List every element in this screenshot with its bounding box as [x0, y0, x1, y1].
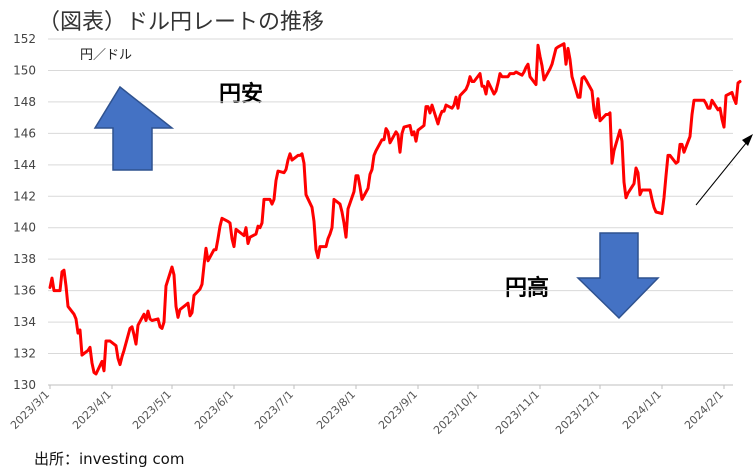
y-tick-label: 136: [13, 284, 36, 298]
y-tick-label: 132: [13, 347, 36, 361]
x-tick-label: 2023/6/1: [192, 388, 236, 432]
down-arrow-icon: [576, 232, 660, 320]
x-tick-label: 2023/8/1: [314, 388, 358, 432]
y-tick-label: 142: [13, 189, 36, 203]
y-tick-label: 152: [13, 32, 36, 46]
y-unit-label: 円／ドル: [80, 48, 133, 63]
x-tick-label: 2023/5/1: [130, 388, 174, 432]
x-tick-label: 2023/7/1: [252, 388, 296, 432]
x-tick-label: 2023/4/1: [70, 388, 114, 432]
yen-weak-label: 円安: [219, 82, 264, 107]
x-tick-label: 2024/1/1: [620, 388, 664, 432]
source-note: 出所：investing com: [34, 450, 185, 468]
x-axis-ticks: 2023/3/1 2023/4/1 2023/5/1 2023/6/1 2023/7/1…: [8, 385, 726, 437]
figure-title: （図表）ドル円レートの推移: [38, 10, 325, 35]
y-tick-label: 130: [13, 378, 36, 392]
y-axis-ticks: 130 132 134 136 138 140 142 144 146 148 150 152: [13, 32, 36, 392]
trend-arrowhead-icon: [742, 134, 753, 146]
y-tick-label: 150: [13, 63, 36, 77]
y-tick-label: 138: [13, 252, 36, 266]
y-tick-label: 140: [13, 221, 36, 235]
y-tick-label: 134: [13, 315, 36, 329]
y-tick-label: 144: [13, 158, 36, 172]
x-tick-label: 2023/9/1: [376, 388, 420, 432]
y-tick-label: 148: [13, 95, 36, 109]
gridlines: [48, 38, 733, 386]
yen-strong-label: 円高: [505, 276, 550, 301]
trend-arrow-line: [695, 136, 752, 206]
y-tick-label: 146: [13, 126, 36, 140]
x-tick-label: 2023/10/1: [431, 388, 480, 437]
up-arrow-icon: [93, 85, 175, 171]
usd-jpy-line: [48, 42, 742, 376]
x-tick-label: 2023/12/1: [553, 388, 602, 437]
x-tick-label: 2024/2/1: [682, 388, 726, 432]
x-tick-label: 2023/3/1: [8, 388, 52, 432]
x-tick-label: 2023/11/1: [493, 388, 542, 437]
